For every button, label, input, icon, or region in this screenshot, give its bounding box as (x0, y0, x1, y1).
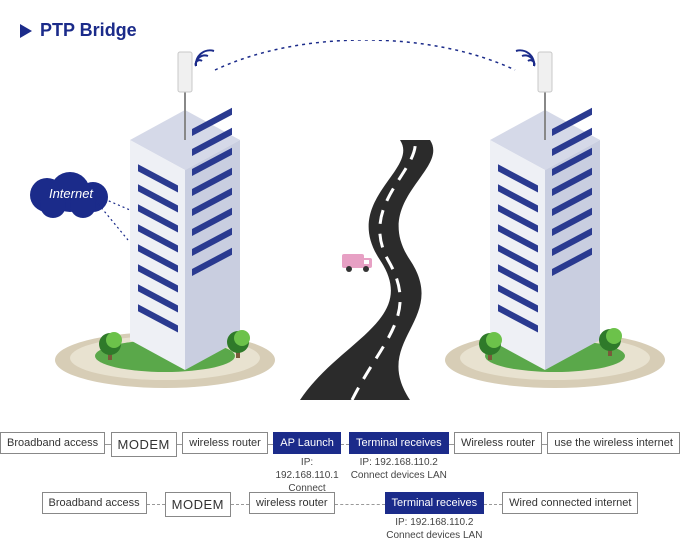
flow-node: Wired connected internet (502, 492, 638, 514)
flow-node: Terminal receivesIP: 192.168.110.2Connec… (385, 492, 485, 542)
flow-node: MODEM (165, 492, 231, 517)
flow-node: Broadband access (42, 492, 147, 514)
flow-box: MODEM (111, 432, 177, 457)
triangle-bullet-icon (20, 24, 32, 38)
flow-box: wireless router (249, 492, 335, 514)
connector-dash (341, 444, 349, 445)
connector-dash (147, 504, 165, 505)
flow-box: use the wireless internet (547, 432, 680, 454)
flow-node: Wireless router (454, 432, 542, 454)
flow-box: Broadband access (42, 492, 147, 514)
flow-node: Terminal receivesIP: 192.168.110.2Connec… (349, 432, 449, 482)
connector-dash (484, 504, 502, 505)
flow-box: MODEM (165, 492, 231, 517)
page-title: PTP Bridge (40, 20, 137, 41)
flow-node: wireless router (182, 432, 268, 454)
flow-node: Broadband access (0, 432, 105, 454)
flow-node: wireless router (249, 492, 335, 514)
flow-box: Wired connected internet (502, 492, 638, 514)
flow-box: wireless router (182, 432, 268, 454)
title-row: PTP Bridge (20, 20, 137, 41)
cloud-label: Internet (30, 172, 112, 214)
connector-dash (231, 504, 249, 505)
connector-dash (335, 504, 385, 505)
flow-node: use the wireless internet (547, 432, 680, 454)
flow-node: MODEM (111, 432, 177, 457)
flow-sublabel: IP: 192.168.110.2Connect devices LAN (386, 516, 482, 542)
internet-cloud: Internet (30, 172, 112, 214)
scene-illustration (0, 40, 680, 420)
flow-chain-2: Broadband access MODEM wireless router Term… (0, 492, 680, 542)
flow-sublabel: IP: 192.168.110.2Connect devices LAN (351, 456, 447, 482)
flow-box: Terminal receives (349, 432, 449, 454)
flow-box: Wireless router (454, 432, 542, 454)
flow-box: Terminal receives (385, 492, 485, 514)
flow-box: Broadband access (0, 432, 105, 454)
flow-box: AP Launch (273, 432, 341, 454)
